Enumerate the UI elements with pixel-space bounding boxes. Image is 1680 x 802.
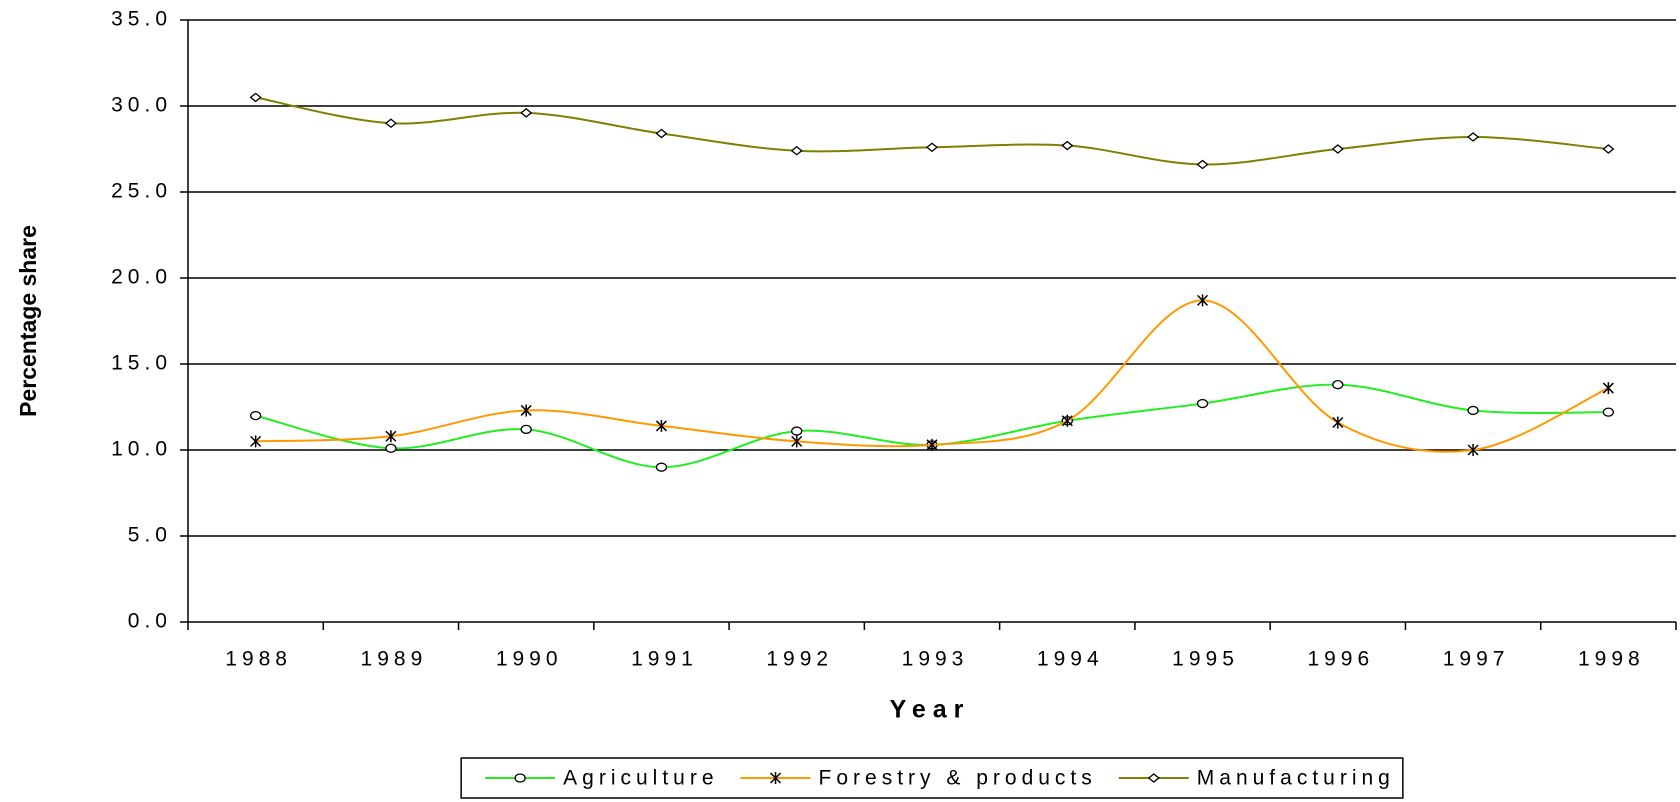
y-tick-label: 35.0	[111, 8, 172, 31]
marker	[1061, 140, 1074, 151]
x-tick-label: 1992	[766, 648, 833, 671]
marker	[655, 462, 668, 472]
y-tick-label: 25.0	[111, 180, 172, 203]
series-line	[255, 299, 1609, 453]
legend-label: Agriculture	[563, 767, 718, 790]
x-tick-label: 1998	[1578, 648, 1645, 671]
marker	[520, 424, 532, 435]
x-tick-label: 1993	[902, 648, 969, 671]
marker	[514, 773, 526, 783]
marker	[384, 118, 397, 129]
legend-box	[460, 757, 1404, 799]
y-tick-label: 5.0	[128, 524, 172, 547]
x-tick-label: 1989	[361, 648, 428, 671]
y-tick-label: 0.0	[128, 610, 172, 633]
legend: Agriculture Forestry & products Manufactur…	[460, 757, 1404, 799]
marker	[655, 419, 667, 432]
y-tick-label: 15.0	[111, 352, 172, 375]
marker	[655, 128, 668, 139]
marker	[1602, 144, 1615, 154]
series-line	[255, 96, 1609, 166]
marker	[249, 410, 262, 421]
legend-label: Forestry & products	[819, 767, 1097, 790]
marker	[1196, 159, 1209, 170]
y-tick-label: 20.0	[111, 266, 172, 289]
x-axis-label: Year	[890, 696, 971, 724]
marker	[1332, 379, 1344, 390]
marker	[1467, 444, 1479, 456]
marker	[1061, 414, 1073, 427]
marker	[1147, 773, 1160, 783]
x-tick-label: 1990	[496, 648, 563, 671]
marker	[249, 92, 262, 103]
marker	[385, 443, 397, 453]
marker	[1196, 398, 1209, 409]
x-tick-label: 1991	[631, 648, 698, 671]
marker	[1197, 294, 1209, 307]
x-tick-label: 1988	[225, 648, 292, 671]
x-tick-label: 1995	[1172, 648, 1239, 671]
marker	[926, 438, 938, 451]
marker	[1467, 132, 1480, 142]
marker	[1602, 407, 1615, 417]
x-tick-label: 1996	[1307, 648, 1374, 671]
marker	[791, 426, 803, 436]
marker	[791, 435, 803, 448]
x-tick-label: 1997	[1443, 648, 1510, 671]
marker	[1331, 144, 1344, 154]
marker	[520, 108, 533, 118]
marker	[520, 404, 532, 417]
marker	[1602, 382, 1614, 395]
y-axis-label: Percentage share	[15, 225, 41, 417]
x-tick-label: 1994	[1037, 648, 1104, 671]
legend-label: Manufacturing	[1197, 767, 1395, 790]
marker	[385, 430, 397, 443]
y-tick-label: 30.0	[111, 94, 172, 117]
series-line	[255, 383, 1609, 469]
marker	[250, 435, 262, 448]
marker	[925, 142, 939, 153]
marker	[1332, 416, 1344, 429]
marker	[1467, 405, 1479, 416]
y-tick-label: 10.0	[111, 438, 172, 461]
marker	[790, 145, 803, 156]
marker	[770, 772, 782, 784]
